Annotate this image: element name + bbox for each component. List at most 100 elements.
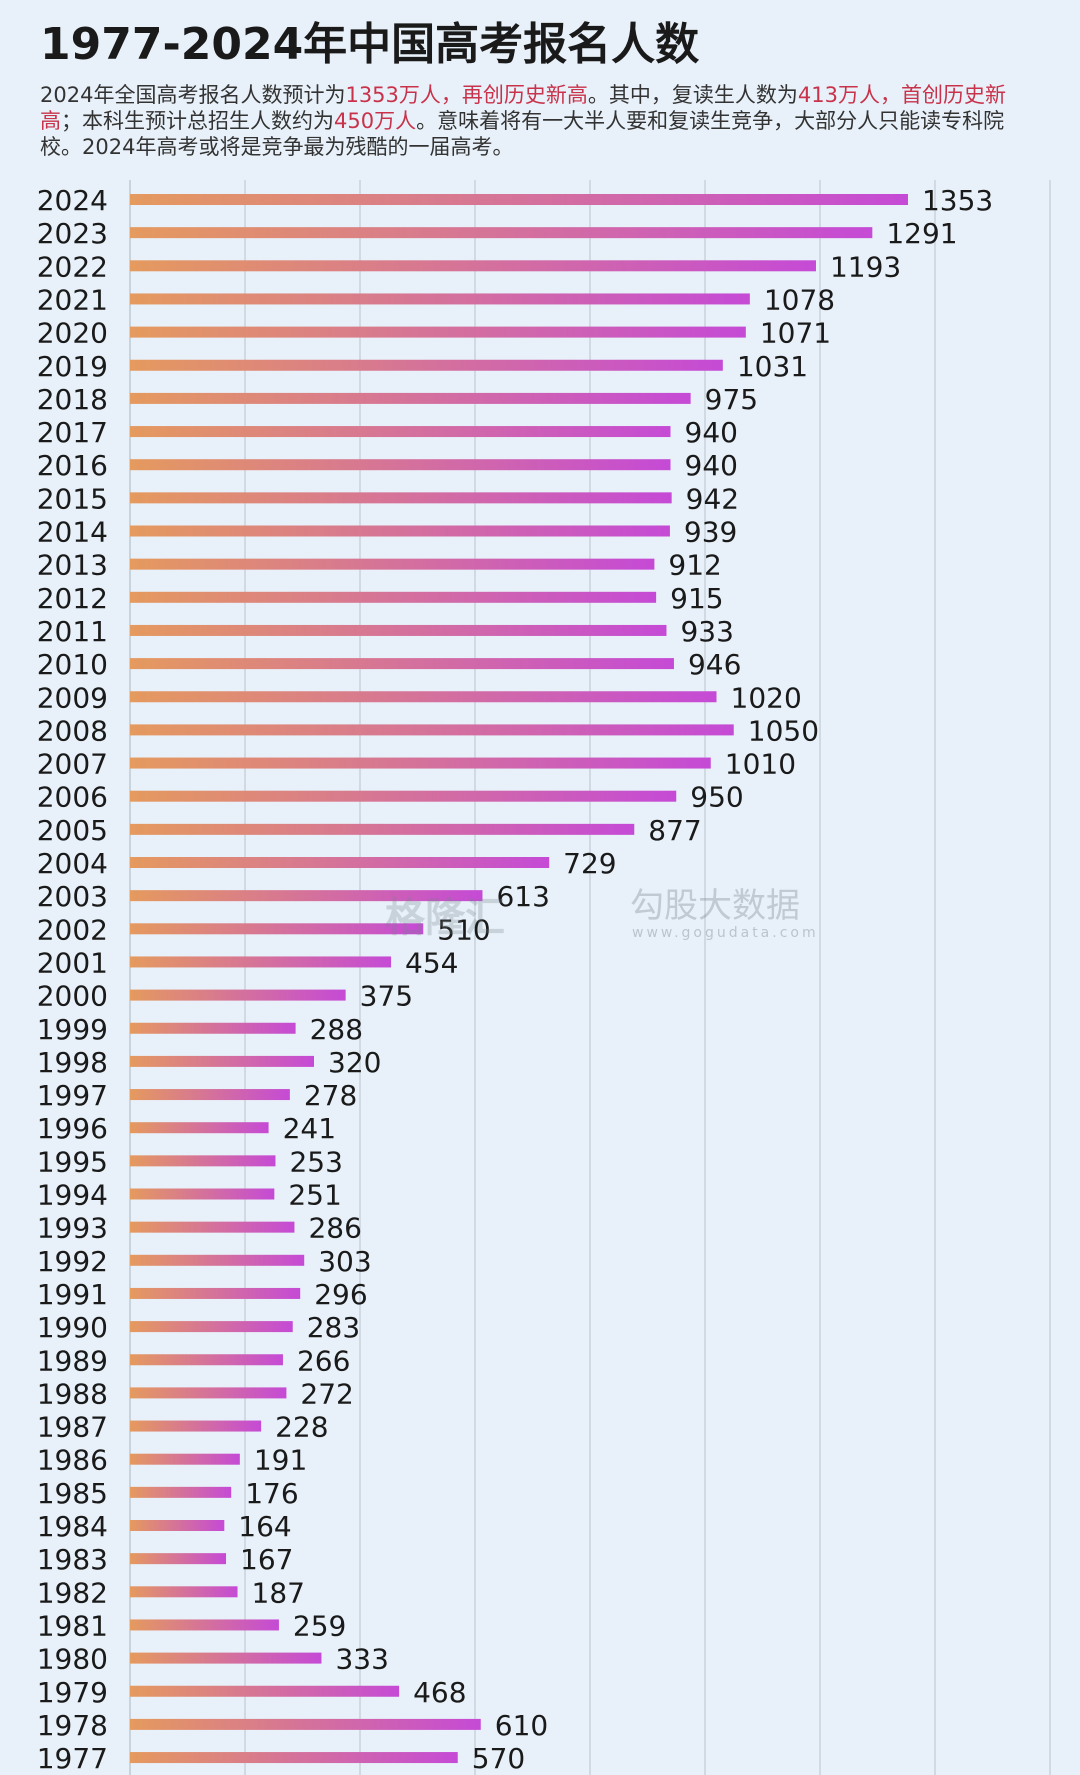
year-label: 1988: [37, 1377, 108, 1410]
value-label: 940: [685, 449, 738, 482]
bar-2019: [130, 359, 723, 371]
value-label: 241: [283, 1112, 336, 1145]
bar-2004: [130, 857, 550, 868]
subtitle-text-3: ；本科生预计总招生人数约为: [61, 109, 334, 133]
year-label: 1994: [37, 1179, 108, 1212]
subtitle-text-1: 2024年全国高考报名人数预计为: [40, 83, 346, 107]
bar-2002: [130, 923, 424, 935]
value-label: 303: [318, 1245, 371, 1278]
value-label: 912: [668, 549, 721, 582]
bar-2015: [130, 492, 672, 504]
bar-1980: [130, 1652, 322, 1664]
bar-2009: [130, 691, 717, 703]
year-label: 2004: [37, 847, 108, 880]
value-label: 167: [240, 1543, 293, 1576]
bar-1991: [130, 1287, 301, 1299]
bar-1989: [130, 1354, 283, 1366]
value-label: 278: [304, 1079, 357, 1112]
year-label: 2014: [37, 516, 108, 549]
year-label: 1989: [37, 1344, 108, 1377]
bar-2018: [130, 392, 691, 404]
bar-2012: [130, 591, 657, 603]
value-label: 570: [472, 1742, 525, 1775]
watermark-brand: 勾股大数据: [630, 886, 800, 926]
value-label: 613: [496, 880, 549, 913]
value-label: 877: [648, 814, 701, 847]
bar-1999: [130, 1022, 296, 1034]
bar-1978: [130, 1718, 481, 1730]
value-label: 942: [686, 482, 739, 515]
value-label: 296: [314, 1278, 367, 1311]
year-label: 1983: [37, 1543, 108, 1576]
subtitle-highlight-enroll: 450万人: [334, 109, 417, 133]
watermark-logo: 格隆汇: [385, 895, 505, 941]
bar-1984: [130, 1520, 225, 1531]
bar-1992: [130, 1254, 305, 1266]
year-label: 1995: [37, 1145, 108, 1178]
bar-2006: [130, 790, 677, 802]
bar-2003: [130, 890, 483, 902]
year-label: 2001: [37, 946, 108, 979]
year-label: 2010: [37, 648, 108, 681]
bar-1990: [130, 1321, 293, 1333]
value-label: 187: [252, 1576, 305, 1609]
value-label: 375: [360, 980, 413, 1013]
value-label: 950: [690, 781, 743, 814]
bar-2021: [130, 293, 750, 305]
value-label: 940: [685, 416, 738, 449]
year-label: 1978: [37, 1709, 108, 1742]
bar-2014: [130, 525, 670, 537]
year-label: 1992: [37, 1245, 108, 1278]
year-label: 2011: [37, 615, 108, 648]
bar-1981: [130, 1619, 279, 1631]
year-label: 1984: [37, 1510, 108, 1543]
value-label: 1071: [760, 317, 831, 350]
year-label: 2022: [37, 250, 108, 283]
value-label: 1010: [725, 748, 796, 781]
year-label: 2000: [37, 980, 108, 1013]
year-label: 2002: [37, 913, 108, 946]
year-label: 1977: [37, 1742, 108, 1775]
year-label: 2005: [37, 814, 108, 847]
bar-2008: [130, 724, 734, 736]
value-label: 320: [328, 1046, 381, 1079]
bar-1994: [130, 1188, 275, 1200]
value-label: 454: [405, 946, 458, 979]
bar-2020: [130, 326, 746, 338]
chart-title: 1977-2024年中国高考报名人数: [40, 19, 700, 70]
value-label: 933: [680, 615, 733, 648]
bar-1979: [130, 1685, 400, 1697]
year-label: 2012: [37, 582, 108, 615]
watermark-url: www.gogudata.com: [632, 925, 819, 941]
value-label: 283: [307, 1311, 360, 1344]
year-label: 2003: [37, 880, 108, 913]
year-label: 2019: [37, 350, 108, 383]
bar-2017: [130, 426, 671, 438]
bar-1993: [130, 1221, 295, 1233]
bar-1996: [130, 1122, 269, 1134]
value-label: 259: [293, 1609, 346, 1642]
value-label: 510: [437, 913, 490, 946]
year-label: 2023: [37, 217, 108, 250]
year-label: 1996: [37, 1112, 108, 1145]
bar-1987: [130, 1420, 262, 1432]
bar-2000: [130, 989, 346, 1001]
value-label: 1078: [764, 283, 835, 316]
value-label: 939: [684, 516, 737, 549]
year-label: 1985: [37, 1477, 108, 1510]
bar-1985: [130, 1486, 232, 1498]
bar-2005: [130, 823, 635, 835]
year-label: 1980: [37, 1643, 108, 1676]
bar-1977: [130, 1752, 458, 1764]
bar-1982: [130, 1586, 238, 1598]
value-label: 1020: [731, 681, 802, 714]
year-label: 2015: [37, 482, 108, 515]
value-label: 176: [245, 1477, 298, 1510]
year-label: 2013: [37, 549, 108, 582]
chart-subtitle: 2024年全国高考报名人数预计为1353万人，再创历史新高。其中，复读生人数为4…: [40, 82, 1040, 160]
year-label: 2021: [37, 283, 108, 316]
year-label: 2006: [37, 781, 108, 814]
value-label: 468: [413, 1676, 466, 1709]
bar-1998: [130, 1055, 314, 1067]
value-label: 975: [705, 383, 758, 416]
